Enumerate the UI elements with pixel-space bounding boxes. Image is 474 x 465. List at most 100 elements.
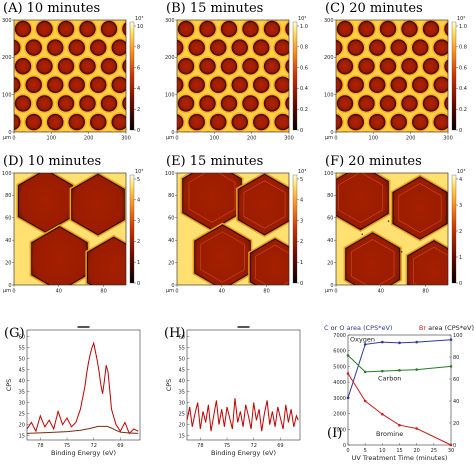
hole <box>155 114 171 130</box>
hole <box>433 113 448 131</box>
y-tick-label-left: 1000 <box>333 427 346 433</box>
x-tick-label: 80 <box>100 289 106 295</box>
hole <box>369 76 386 94</box>
hole-rim <box>142 131 162 151</box>
data-point-oxygen <box>381 340 384 344</box>
hole <box>177 58 195 75</box>
hex-well <box>88 237 126 285</box>
y-tick-label-left: 7000 <box>333 333 346 339</box>
panel-title: (F) 20 minutes <box>325 154 422 169</box>
panel-i: (I) 010002000300040005000600070000204060… <box>324 324 474 462</box>
hole <box>177 95 195 112</box>
hole <box>68 113 85 131</box>
hole <box>390 113 407 131</box>
hole <box>296 114 312 130</box>
y-tick-label: 40 <box>5 238 11 244</box>
hole <box>36 95 53 112</box>
hole <box>90 113 107 131</box>
y-axis-ticks: 0 100 200 300 <box>324 18 336 136</box>
colorbar-tick-label: 0.2 <box>300 107 308 113</box>
y-tick-label: 200 <box>165 55 175 61</box>
hole <box>133 39 149 55</box>
hole <box>318 39 334 55</box>
y-tick-label-left: 6000 <box>333 349 346 355</box>
hole <box>15 133 31 149</box>
hole <box>379 20 397 38</box>
colorbar-tick-label: 4 <box>137 198 140 204</box>
x-tick-label: 300 <box>443 136 453 142</box>
x-axis-ticks: 0 100 200 300 <box>334 132 453 142</box>
data-point-oxygen <box>415 340 418 344</box>
y-axis-ticks: 0 20 40 60 80 100 <box>165 171 177 289</box>
header-tag <box>237 326 250 328</box>
y-tick-label-left: 2000 <box>333 412 346 418</box>
data-point-bromine <box>346 372 350 375</box>
y-tick-label: 80 <box>168 193 174 199</box>
hole <box>307 21 323 37</box>
hole <box>307 95 323 111</box>
colorbar-tick-label: 2 <box>137 239 140 245</box>
data-point-carbon <box>346 354 350 357</box>
hole-rim <box>131 112 151 132</box>
colorbar-tick-label: 0 <box>137 128 140 134</box>
hole-rim <box>305 56 325 76</box>
colorbar-ticks: 0 0.2 0.4 0.6 0.8 1.0 <box>456 24 467 134</box>
hole-rim <box>104 130 114 132</box>
y-tick-label: 60 <box>19 335 25 341</box>
hole <box>422 58 440 75</box>
y-tick-label-left: 0 <box>343 443 346 449</box>
data-point-carbon <box>398 369 401 372</box>
colorbar-unit: 10³ <box>135 169 143 175</box>
hole <box>466 95 474 111</box>
hole <box>336 39 343 56</box>
hole <box>188 113 205 131</box>
hole-rim <box>453 112 473 132</box>
hole <box>285 59 289 74</box>
series-line-0 <box>186 398 299 432</box>
colorbar-tick-label: 3 <box>137 218 140 224</box>
series-label-carbon: Carbon <box>378 375 401 383</box>
y-tick-label: 35 <box>179 390 185 396</box>
hole-rim <box>273 150 293 170</box>
data-point-oxygen <box>449 338 453 342</box>
hole <box>231 39 248 56</box>
hole <box>358 20 375 38</box>
x-tick-label: 200 <box>406 136 416 142</box>
colorbar-tick-label: 3 <box>300 218 303 224</box>
y-tick-label: 300 <box>165 18 175 24</box>
hole <box>274 113 289 131</box>
hole-rim <box>267 130 277 132</box>
series-line-1 <box>26 425 139 434</box>
colorbar-tick-label: 0.8 <box>459 45 467 51</box>
colorbar-tick-label: 0.4 <box>459 86 467 92</box>
hole-rim <box>153 112 173 132</box>
y-tick-label: 45 <box>19 368 25 374</box>
hole <box>122 59 126 74</box>
hole <box>210 39 227 56</box>
colorbar-ticks: 0 0.2 0.4 0.6 0.8 1.0 <box>297 24 308 134</box>
hole <box>177 114 184 131</box>
x-axis-label: Binding Energy (eV) <box>211 449 276 457</box>
unit-label: μm <box>166 135 174 141</box>
colorbar-tick-label: 1.0 <box>459 24 467 30</box>
hole <box>285 22 289 36</box>
colorbar-ticks: 0 1 2 3 4 <box>456 177 462 287</box>
x-tick-label: 80 <box>263 289 269 295</box>
hole-rim <box>131 75 151 95</box>
hole-rim <box>453 150 473 170</box>
surface-particle <box>361 233 364 236</box>
x-tick-label: 200 <box>84 136 94 142</box>
x-axis-label: Binding Energy (eV) <box>51 449 116 457</box>
hole <box>58 133 74 149</box>
hole <box>263 95 281 112</box>
hex-well <box>32 227 87 285</box>
hole <box>199 95 216 112</box>
colorbar-tick-label: 0.8 <box>300 45 308 51</box>
hole <box>380 133 396 149</box>
y-axis-ticks: 0 100 200 300 <box>165 18 177 136</box>
x-tick-label: 25 <box>431 448 437 454</box>
colorbar-tick-label: 5 <box>300 177 303 183</box>
x-tick-label: 100 <box>47 136 57 142</box>
x-tick-label: 0 <box>175 289 178 295</box>
